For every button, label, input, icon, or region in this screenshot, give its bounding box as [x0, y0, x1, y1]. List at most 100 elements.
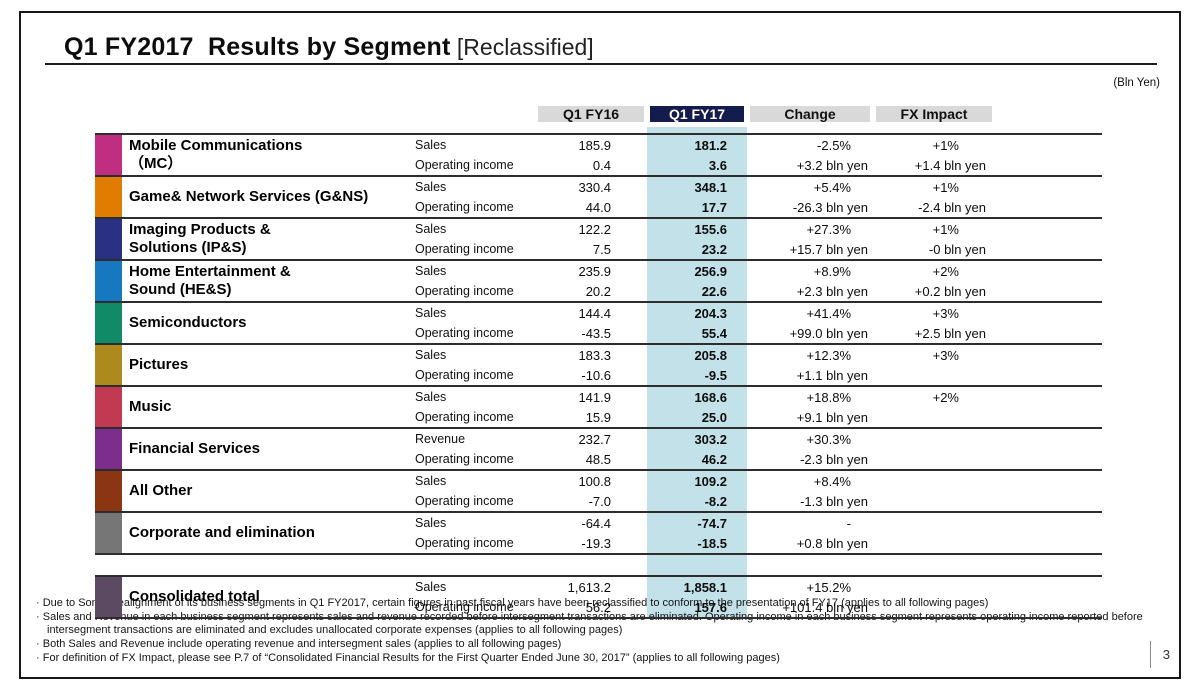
change-value: -: [846, 515, 851, 531]
segment-name: Home Entertainment & Sound (HE&S): [129, 263, 291, 298]
fy17-value: 157.6: [694, 599, 727, 615]
page-title-main: Q1 FY2017 Results by Segment: [64, 33, 451, 61]
metric-label: Sales: [415, 516, 447, 530]
fy17-value: 205.8: [694, 347, 727, 363]
fy16-value: 44.0: [585, 199, 611, 215]
column-header-fx-impact: FX Impact: [876, 106, 992, 122]
segment-name: Mobile Communications （MC）: [129, 137, 303, 172]
footnote-line: · Both Sales and Revenue include operati…: [36, 638, 1156, 651]
fy17-value: 155.6: [694, 221, 727, 237]
fx-impact-value: [873, 449, 995, 469]
change-value: -2.3 bln yen: [800, 451, 868, 467]
metric-label: Sales: [415, 474, 447, 488]
fy17-value: 25.0: [701, 409, 727, 425]
fy16-value: 185.9: [578, 137, 611, 153]
fy16-value: 144.4: [578, 305, 611, 321]
footnote-bullet: ·: [36, 651, 43, 664]
change-value: +99.0 bln yen: [789, 325, 868, 341]
change-value: -2.5%: [817, 137, 851, 153]
metric-label: Operating income: [415, 494, 514, 508]
metric-label: Operating income: [415, 600, 514, 614]
fy16-value: -10.6: [581, 367, 611, 383]
table-gap: [95, 555, 1102, 565]
fy17-value: 22.6: [701, 283, 727, 299]
fy17-value: 23.2: [701, 241, 727, 257]
metric-label: Operating income: [415, 410, 514, 424]
fy16-value: 232.7: [578, 431, 611, 447]
fx-impact-value: [873, 429, 995, 449]
segment-color-bar: [95, 177, 122, 217]
metric-label: Operating income: [415, 452, 514, 466]
consolidated-total-row: Consolidated total Sales 1,613.2 1,858.1…: [95, 575, 1102, 619]
fy16-value: -64.4: [581, 515, 611, 531]
fy17-value: 109.2: [694, 473, 727, 489]
fy17-value: 168.6: [694, 389, 727, 405]
fy16-value: -7.0: [588, 493, 611, 509]
footnote-text: For definition of FX Impact, please see …: [42, 651, 780, 664]
fy17-value: -74.7: [697, 515, 727, 531]
title-underline: [45, 63, 1157, 65]
metric-label: Sales: [415, 390, 447, 404]
segment-row: Home Entertainment & Sound (HE&S) Sales …: [95, 261, 1102, 303]
change-value: +12.3%: [806, 347, 851, 363]
fy17-value: 204.3: [694, 305, 727, 321]
metric-label: Sales: [415, 348, 447, 362]
metric-label: Sales: [415, 180, 447, 194]
page-number: 3: [1149, 641, 1172, 668]
fy16-value: 48.5: [585, 451, 611, 467]
metric-label: Sales: [415, 138, 447, 152]
fy16-value: 1,613.2: [567, 579, 611, 595]
table-header-row: Q1 FY16 Q1 FY17 Change FX Impact: [95, 101, 1102, 127]
segment-row: Game& Network Services (G&NS) Sales 330.…: [95, 177, 1102, 219]
metric-label: Operating income: [415, 368, 514, 382]
metric-label: Operating income: [415, 158, 514, 172]
change-value: +101.4 bln yen: [782, 599, 868, 615]
segment-row: Corporate and elimination Sales -64.4 -7…: [95, 513, 1102, 555]
segment-name: Financial Services: [129, 440, 260, 457]
footnote-line: · Sales and Revenue in each business seg…: [36, 611, 1156, 637]
segment-color-bar: [95, 387, 122, 427]
fy16-value: 56.2: [585, 599, 611, 615]
segment-row: Imaging Products & Solutions (IP&S) Sale…: [95, 219, 1102, 261]
change-value: +27.3%: [806, 221, 851, 237]
change-value: +0.8 bln yen: [796, 535, 868, 551]
fx-impact-value: +3%: [932, 305, 959, 321]
fy17-value: 55.4: [701, 325, 727, 341]
metric-label: Revenue: [415, 432, 466, 446]
fy17-value: 1,858.1: [683, 579, 727, 595]
page-title: Q1 FY2017 Results by Segment [Reclassifi…: [64, 33, 594, 62]
change-value: +18.8%: [806, 389, 851, 405]
metric-label: Operating income: [415, 242, 514, 256]
fy16-value: 141.9: [578, 389, 611, 405]
footnote-bullet: ·: [36, 597, 43, 609]
change-value: +8.9%: [813, 263, 851, 279]
fy17-value: 3.6: [708, 157, 727, 173]
segment-color-bar: [95, 429, 122, 469]
fy17-value: -8.2: [704, 493, 727, 509]
metric-label: Operating income: [415, 536, 514, 550]
fy17-highlight-band: [647, 127, 747, 619]
fx-impact-value: [873, 597, 995, 617]
footnote-line: · For definition of FX Impact, please se…: [36, 652, 1156, 665]
change-value: +8.4%: [813, 473, 851, 489]
fy17-value: -9.5: [704, 367, 727, 383]
fy17-value: 181.2: [694, 137, 727, 153]
fx-impact-value: +2%: [932, 263, 959, 279]
column-header-fy16: Q1 FY16: [538, 106, 644, 122]
fy16-value: 0.4: [592, 157, 611, 173]
segment-row: Pictures Sales 183.3 205.8 +12.3% +3% Op…: [95, 345, 1102, 387]
fx-impact-value: -0 bln yen: [928, 241, 986, 257]
segment-name: Imaging Products & Solutions (IP&S): [129, 221, 271, 256]
fy17-value: 303.2: [694, 431, 727, 447]
fy17-value: 17.7: [701, 199, 727, 215]
segment-name: Semiconductors: [129, 314, 247, 331]
fx-impact-value: [873, 533, 995, 553]
segment-name: Consolidated total: [129, 588, 260, 605]
fy17-value: 256.9: [694, 263, 727, 279]
footnote-bullet: ·: [36, 610, 43, 623]
fx-impact-value: +0.2 bln yen: [914, 283, 986, 299]
metric-label: Sales: [415, 306, 447, 320]
footnote-text: Due to Sony’s realignment of its busines…: [42, 597, 989, 609]
change-value: +9.1 bln yen: [796, 409, 868, 425]
column-header-change: Change: [750, 106, 870, 122]
